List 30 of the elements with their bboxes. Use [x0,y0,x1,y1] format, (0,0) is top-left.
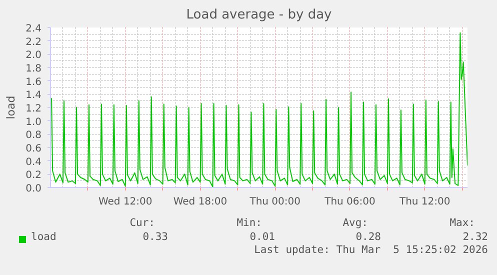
text: Last update: Thu Mar 5 15:25:02 2026 [254,244,488,257]
text: 0.33 [142,231,168,244]
text: 0.28 [356,231,381,244]
y-axis-title: load [4,96,18,120]
x-tick-label: Wed 12:00 [98,196,152,208]
y-tick-label: 1.8 [26,64,42,74]
y-tick-label: 0.4 [26,156,42,168]
y-tick-label: 1.0 [26,116,42,128]
y-tick-label: 2.2 [26,36,42,48]
y-tick-label: 1.2 [26,104,42,114]
y-tick-label: 2.0 [26,50,42,62]
y-tick-label: 2.4 [26,24,42,34]
x-tick-label: Thu 00:00 [248,196,301,208]
y-tick-label: 1.4 [26,90,42,102]
y-tick-label: 1.6 [26,76,42,88]
x-tick-label: Wed 18:00 [173,196,228,208]
text: Cur: [130,217,155,230]
chart-title: Load average - by day [186,8,332,22]
text: Min: [236,217,262,230]
y-tick-label: 0.8 [26,130,42,142]
text: 2.32 [462,231,488,244]
y-tick-label: 0.0 [26,184,42,194]
text: Max: [450,217,475,230]
text: Avg: [342,217,368,230]
y-tick-label: 0.6 [26,144,42,154]
x-tick-label: Thu 06:00 [324,196,376,208]
x-tick-label: Thu 12:00 [398,196,450,208]
y-tick-label: 0.2 [26,170,42,182]
text: 0.01 [250,231,275,244]
legend-label: load [31,231,56,244]
